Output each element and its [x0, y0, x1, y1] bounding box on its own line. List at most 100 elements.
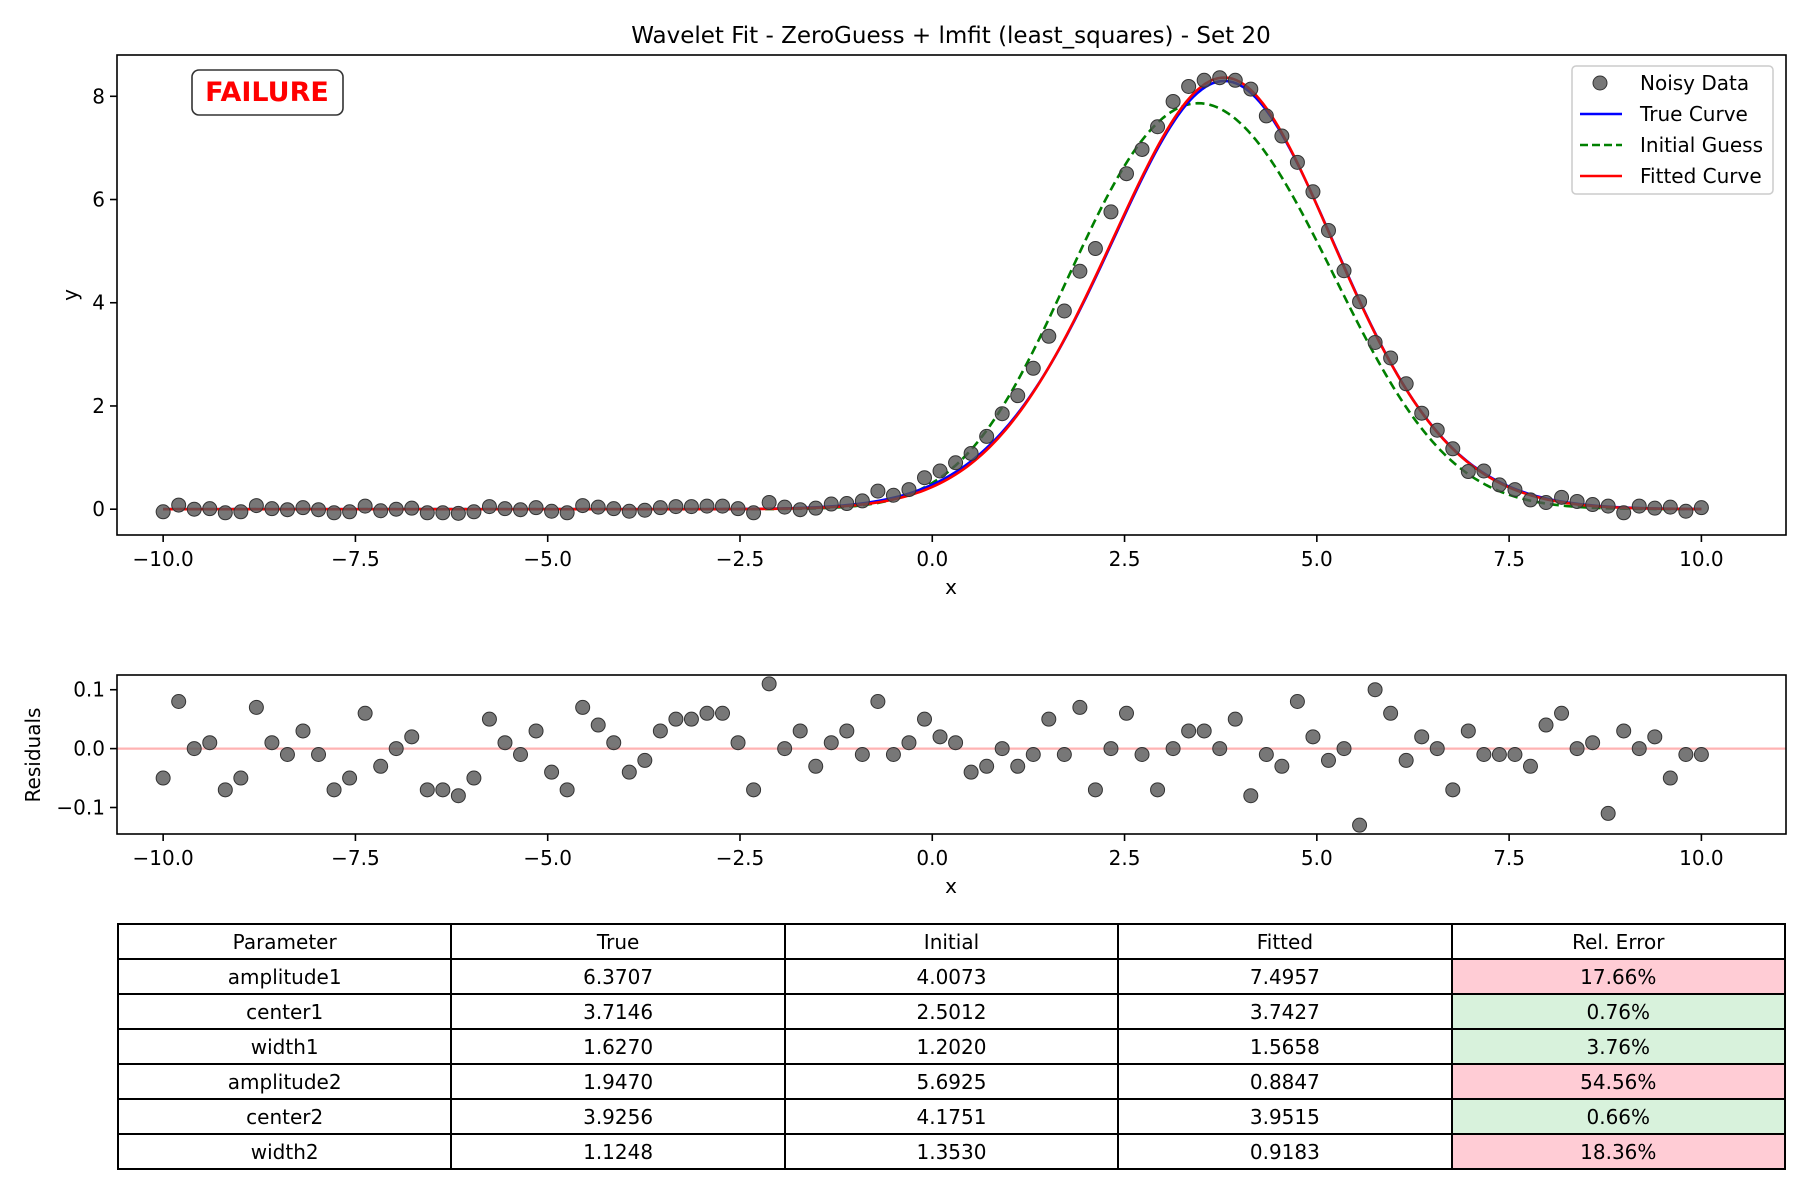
- residuals-plot-frame: [116, 674, 1787, 835]
- data-point: [1569, 493, 1585, 509]
- data-point: [388, 501, 404, 517]
- parameters-table: Parameter True Initial Fitted Rel. Error…: [116, 923, 1787, 1170]
- data-point: [559, 505, 575, 521]
- residual-point: [1647, 729, 1663, 745]
- data-point: [1072, 263, 1088, 279]
- residual-point: [1507, 747, 1523, 762]
- table-cell: center2: [116, 1098, 453, 1135]
- residual-point: [1631, 741, 1647, 757]
- data-point: [1165, 93, 1181, 109]
- residual-point: [792, 723, 808, 739]
- data-point: [792, 502, 808, 518]
- y-tick-label: 0.0: [73, 737, 105, 761]
- x-tick-label: −5.0: [523, 846, 572, 870]
- data-point: [1025, 360, 1041, 376]
- main-x-axis-label: x: [945, 575, 957, 599]
- y-tick-label: 0: [92, 497, 105, 521]
- data-point: [1429, 422, 1445, 438]
- data-point: [544, 503, 560, 519]
- residual-point: [854, 747, 870, 762]
- residual-point: [311, 747, 327, 762]
- residual-point: [357, 705, 373, 721]
- table-cell: 4.0073: [783, 958, 1120, 995]
- data-point: [839, 496, 855, 512]
- residual-point: [279, 747, 295, 762]
- data-point: [1134, 141, 1150, 157]
- data-point: [1289, 154, 1305, 170]
- data-point: [311, 502, 327, 518]
- table-cell: 1.2020: [783, 1028, 1120, 1065]
- data-point: [326, 505, 342, 521]
- residuals-y-axis-label: Residuals: [21, 708, 45, 803]
- residual-point: [885, 747, 901, 762]
- x-tick-label: −10.0: [132, 846, 193, 870]
- table-header-cell: True: [450, 923, 786, 960]
- residual-point: [217, 782, 233, 798]
- residual-point: [1258, 747, 1274, 762]
- table-cell: 1.9470: [450, 1063, 786, 1100]
- data-point: [963, 445, 979, 461]
- residual-point: [544, 764, 560, 780]
- table-header-cell: Fitted: [1117, 923, 1453, 960]
- residual-point: [746, 782, 762, 798]
- status-badge-text: FAILURE: [205, 77, 329, 108]
- table-header-cell: Rel. Error: [1450, 923, 1787, 960]
- data-point: [435, 505, 451, 521]
- data-point: [1336, 263, 1352, 279]
- residual-point: [1600, 805, 1616, 821]
- data-point: [1305, 184, 1321, 200]
- x-tick-label: 7.5: [1493, 846, 1525, 870]
- residuals-plot: −10.0 −7.5 −5.0 −2.5 0.0 2.5 5.0 7.5 10.0 0.1 0.0…: [21, 674, 1787, 898]
- data-point: [513, 502, 529, 518]
- residual-point: [901, 735, 917, 751]
- residual-point: [590, 717, 606, 733]
- y-tick-label: 4: [92, 291, 105, 315]
- data-point: [932, 463, 948, 479]
- residual-point: [1538, 717, 1554, 733]
- residual-point: [1150, 782, 1166, 798]
- main-x-ticks: −10.0 −7.5 −5.0 −2.5 0.0 2.5 5.0 7.5 10.0: [132, 535, 1724, 571]
- x-tick-label: 10.0: [1679, 846, 1724, 870]
- data-point: [637, 502, 653, 518]
- table-cell: amplitude2: [116, 1063, 453, 1100]
- residual-point: [233, 770, 249, 786]
- legend-fitted-curve-label: Fitted Curve: [1640, 164, 1762, 188]
- table-cell: width2: [116, 1133, 453, 1170]
- data-point: [979, 428, 995, 444]
- data-point: [248, 498, 264, 514]
- data-point: [917, 470, 933, 486]
- residual-point: [373, 758, 389, 774]
- x-tick-label: 7.5: [1493, 547, 1525, 571]
- data-point: [1227, 72, 1243, 88]
- fitted-curve-line: [163, 76, 1702, 511]
- main-plot-frame: [116, 54, 1787, 536]
- data-point: [854, 493, 870, 509]
- residual-point: [1196, 723, 1212, 739]
- data-point: [1460, 464, 1476, 480]
- data-point: [1678, 503, 1694, 519]
- residual-point: [202, 735, 218, 751]
- main-plot: Wavelet Fit - ZeroGuess + lmfit (least_s…: [58, 23, 1787, 599]
- residual-point: [994, 741, 1010, 757]
- residual-point: [948, 735, 964, 751]
- data-point: [202, 501, 218, 517]
- data-point: [994, 406, 1010, 422]
- data-point: [808, 500, 824, 516]
- legend: Noisy Data True Curve Initial Guess Fitt…: [1571, 65, 1774, 195]
- data-point: [1398, 376, 1414, 392]
- data-point: [885, 487, 901, 503]
- residual-point: [652, 723, 668, 739]
- data-point: [1041, 328, 1057, 344]
- x-tick-label: −10.0: [132, 547, 193, 571]
- residual-point: [777, 741, 793, 757]
- table-row: center2 3.9256 4.1751 3.9515 0.66%: [116, 1098, 1787, 1135]
- residual-point: [186, 741, 202, 757]
- data-point: [1087, 241, 1103, 257]
- table-cell: 6.3707: [450, 958, 786, 995]
- data-point: [590, 499, 606, 515]
- table-cell: 5.6925: [783, 1063, 1120, 1100]
- x-tick-label: 2.5: [1109, 846, 1141, 870]
- data-point: [1600, 498, 1616, 514]
- initial-guess-line: [163, 101, 1702, 511]
- residual-point: [1227, 711, 1243, 727]
